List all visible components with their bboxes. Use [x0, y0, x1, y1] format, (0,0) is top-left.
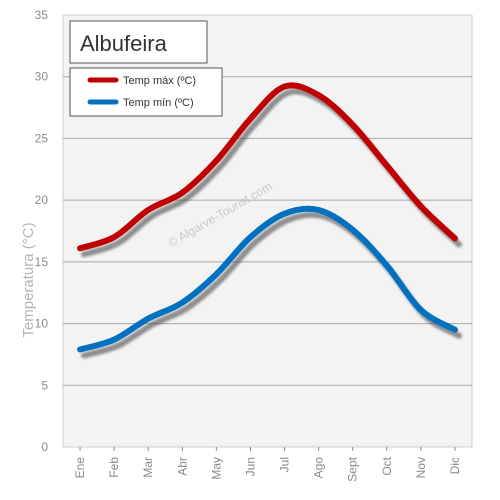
series-min-point [350, 227, 356, 233]
x-tick-label: Jun [243, 457, 257, 476]
series-max-point [247, 116, 253, 122]
y-tick-label: 25 [35, 131, 49, 145]
series-min-point [145, 316, 151, 322]
series-max-point [418, 203, 424, 209]
chart-title: Albufeira [80, 31, 168, 56]
x-tick-label: Sept [346, 456, 360, 481]
legend-max-label: Temp máx (ºC) [123, 75, 196, 87]
x-tick-label: Jul [278, 457, 292, 472]
series-min-point [282, 211, 288, 217]
series-min-point [77, 346, 83, 352]
y-tick-label: 30 [35, 70, 49, 84]
grid-lines [63, 76, 472, 386]
y-tick-label: 35 [35, 8, 49, 22]
series-max-point [350, 122, 356, 128]
series-max-point [213, 158, 219, 164]
x-tick-label: Abr [175, 457, 189, 476]
series-max-point [179, 190, 185, 196]
y-axis-ticks: 0 5 10 15 20 25 30 35 [35, 8, 49, 454]
x-tick-label: Feb [107, 457, 121, 478]
series-min-point [111, 337, 117, 343]
x-tick-label: May [209, 457, 223, 480]
chart-title-box [69, 20, 208, 64]
legend: Temp máx (ºC) Temp mín (ºC) [87, 75, 196, 109]
y-tick-label: 15 [35, 255, 49, 269]
series-min-point [213, 271, 219, 277]
series-min-point [247, 234, 253, 240]
series-max-point [316, 92, 322, 98]
x-tick-label: Nov [414, 457, 428, 478]
y-tick-label: 10 [35, 317, 49, 331]
y-axis-label: Temperatura (°C) [20, 222, 37, 337]
series-max-point [111, 234, 117, 240]
series-min-point [452, 327, 458, 333]
series-max-line [77, 82, 458, 252]
series-max-point [282, 84, 288, 90]
series-max-point [452, 235, 458, 241]
series-min-point [316, 207, 322, 213]
series-min-point [179, 300, 185, 306]
y-tick-label: 0 [41, 440, 48, 454]
legend-min-label: Temp mín (ºC) [123, 97, 194, 109]
x-tick-label: Dic [448, 457, 462, 474]
series-max-point [77, 245, 83, 251]
series-min-point [384, 263, 390, 269]
y-tick-label: 5 [41, 378, 48, 392]
series-max-point [384, 163, 390, 169]
series-min-line [77, 205, 458, 353]
x-tick-label: Mar [141, 457, 155, 478]
x-tick-label: Oct [380, 456, 394, 475]
x-tick-label: Ago [312, 457, 326, 479]
series-max-point [145, 207, 151, 213]
series-layer [77, 82, 462, 359]
legend-box [69, 67, 223, 117]
x-axis-ticks: Ene Feb Mar Abr May Jun Jul Ago Sept Oct Nov Dic [73, 447, 462, 482]
y-tick-label: 20 [35, 193, 49, 207]
x-tick-label: Ene [73, 457, 87, 479]
series-min-point [418, 307, 424, 313]
